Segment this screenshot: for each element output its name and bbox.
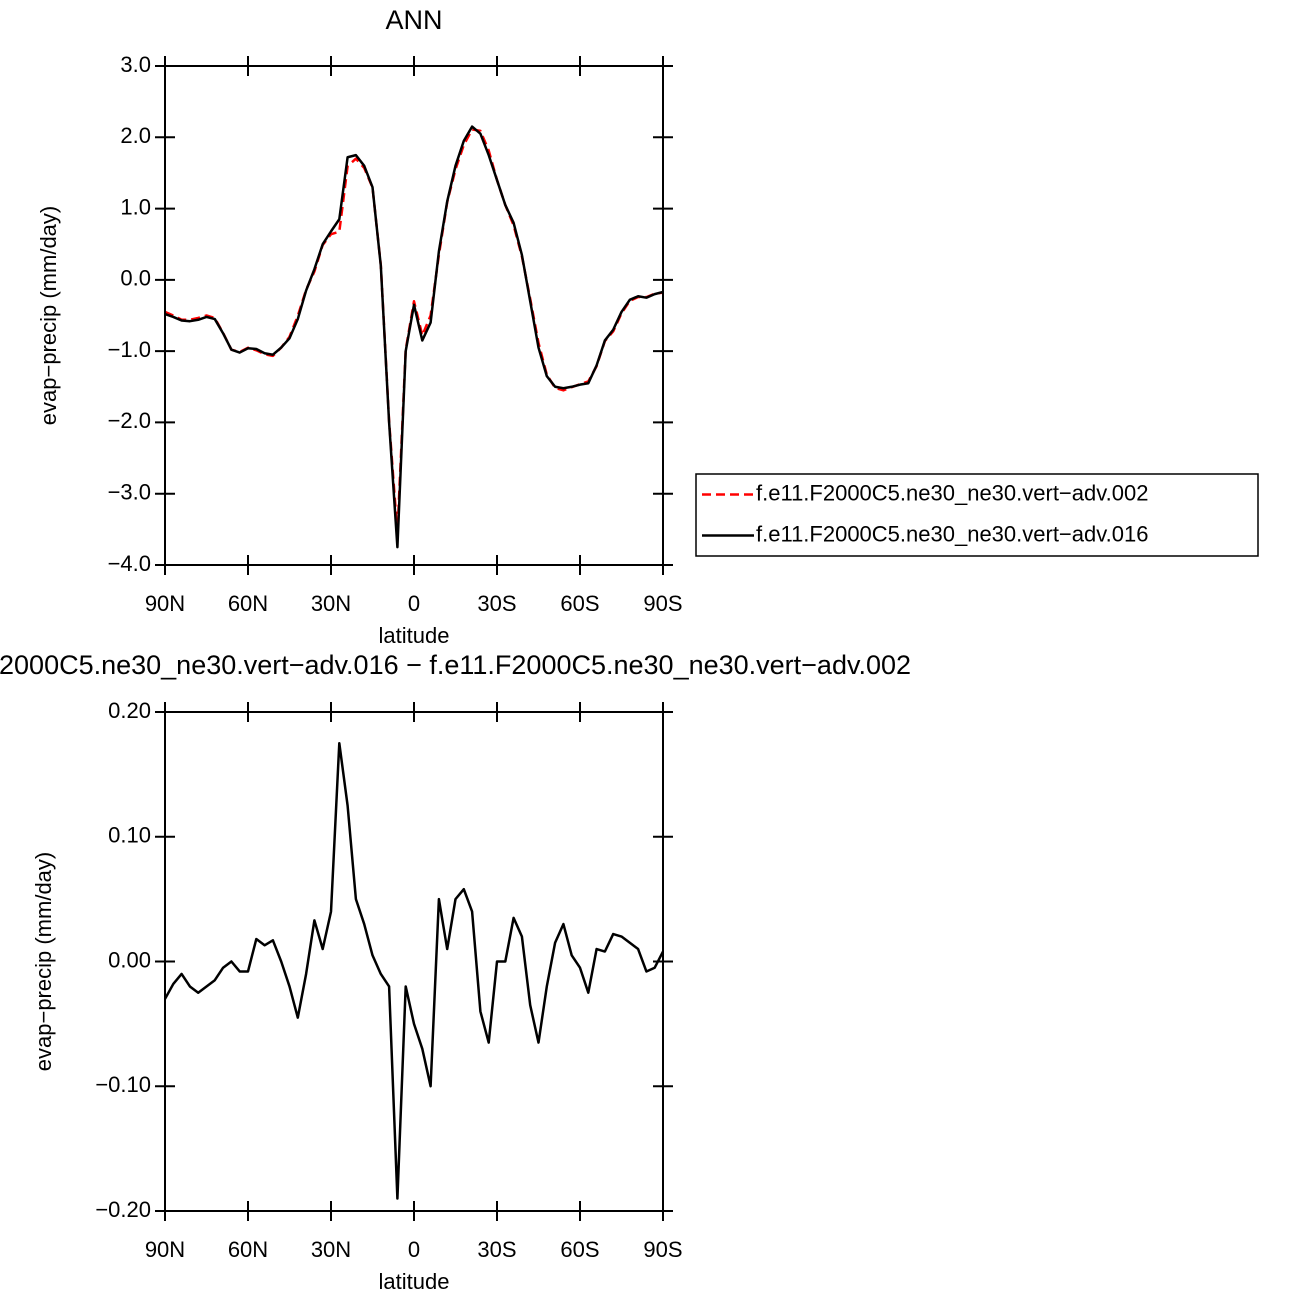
- x-tick-label: 30S: [477, 591, 516, 616]
- x-tick-label: 60S: [560, 1237, 599, 1262]
- chart-title: f.e11.F2000C5.ne30_ne30.vert−adv.016 − f…: [0, 650, 911, 680]
- chart-title: ANN: [385, 5, 442, 35]
- y-tick-label: −4.0: [108, 551, 151, 576]
- y-tick-label: −0.20: [95, 1197, 151, 1222]
- y-axis-label: evap−precip (mm/day): [36, 206, 61, 425]
- y-tick-label: −1.0: [108, 337, 151, 362]
- x-tick-label: 60N: [228, 1237, 268, 1262]
- x-tick-label: 0: [408, 1237, 420, 1262]
- plot-frame: [164, 65, 664, 566]
- x-tick-label: 90N: [145, 591, 185, 616]
- y-tick-label: 0.10: [108, 823, 151, 848]
- x-tick-label: 30S: [477, 1237, 516, 1262]
- x-tick-label: 90S: [643, 591, 682, 616]
- plot-frame: [164, 711, 664, 1212]
- y-tick-label: 3.0: [120, 52, 151, 77]
- series-line: [165, 128, 663, 535]
- y-tick-label: −2.0: [108, 408, 151, 433]
- x-tick-label: 0: [408, 591, 420, 616]
- y-tick-label: −0.10: [95, 1072, 151, 1097]
- y-tick-label: 1.0: [120, 194, 151, 219]
- y-tick-label: 2.0: [120, 123, 151, 148]
- x-tick-label: 30N: [311, 1237, 351, 1262]
- x-tick-label: 60S: [560, 591, 599, 616]
- x-tick-label: 90S: [643, 1237, 682, 1262]
- y-axis-label: evap−precip (mm/day): [31, 852, 56, 1071]
- y-tick-label: 0.0: [120, 266, 151, 291]
- y-tick-label: −3.0: [108, 480, 151, 505]
- legend-label: f.e11.F2000C5.ne30_ne30.vert−adv.016: [756, 521, 1148, 546]
- y-tick-label: 0.00: [108, 947, 151, 972]
- x-axis-label: latitude: [379, 623, 450, 648]
- x-tick-label: 30N: [311, 591, 351, 616]
- diff-line: [165, 741, 663, 1200]
- x-tick-label: 60N: [228, 591, 268, 616]
- legend-box: [695, 473, 1259, 557]
- series-line: [165, 125, 663, 549]
- x-tick-label: 90N: [145, 1237, 185, 1262]
- x-axis-label: latitude: [379, 1269, 450, 1294]
- legend-label: f.e11.F2000C5.ne30_ne30.vert−adv.002: [756, 480, 1148, 505]
- y-tick-label: 0.20: [108, 698, 151, 723]
